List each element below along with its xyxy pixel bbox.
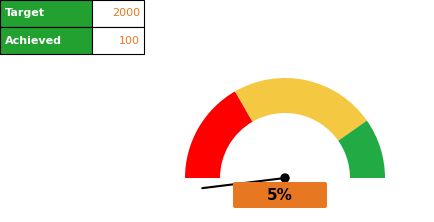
- Wedge shape: [338, 121, 384, 178]
- Bar: [92, 0, 144, 27]
- Bar: [0, 0, 92, 27]
- Circle shape: [280, 174, 288, 182]
- Wedge shape: [184, 91, 252, 178]
- Wedge shape: [234, 78, 366, 141]
- Bar: [92, 27, 144, 54]
- Text: 100: 100: [119, 36, 140, 46]
- Text: 5%: 5%: [266, 188, 292, 202]
- Text: 2000: 2000: [112, 8, 140, 18]
- Text: Achieved: Achieved: [5, 36, 62, 46]
- Bar: [0, 27, 92, 54]
- Text: Target: Target: [5, 8, 45, 18]
- FancyBboxPatch shape: [233, 182, 326, 208]
